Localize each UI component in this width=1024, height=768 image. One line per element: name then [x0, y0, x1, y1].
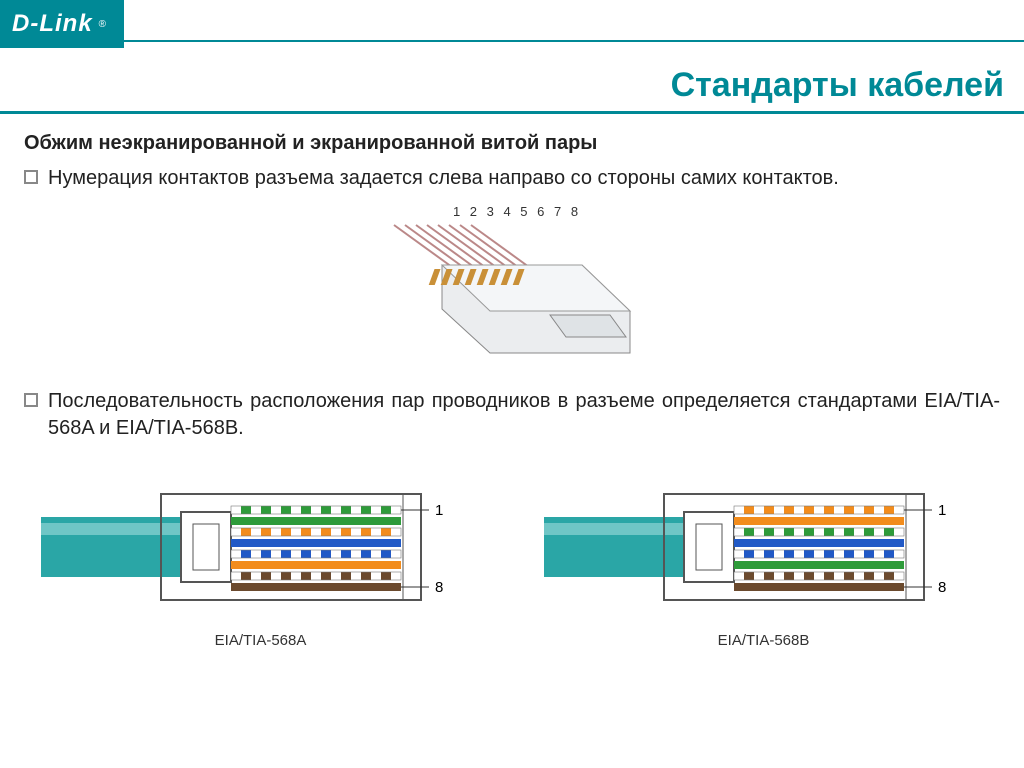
diagram-caption: EIA/TIA-568B — [544, 632, 984, 649]
svg-text:1: 1 — [938, 502, 946, 519]
subtitle: Обжим неэкранированной и экранированной … — [24, 132, 1000, 155]
topbar: D-Link ® — [0, 0, 1024, 48]
bullet-row: Последовательность расположения пар пров… — [24, 388, 1000, 442]
diagram-t568a: 1 8 EIA/TIA-568A — [41, 472, 481, 649]
bullet-row: Нумерация контактов разъема задается сле… — [24, 165, 1000, 192]
page-title: Стандарты кабелей — [0, 48, 1024, 111]
pin-labels: 1 2 3 4 5 6 7 8 — [392, 204, 642, 219]
svg-text:8: 8 — [938, 579, 946, 596]
diagram-caption: EIA/TIA-568A — [41, 632, 481, 649]
content: Обжим неэкранированной и экранированной … — [0, 132, 1024, 649]
logo: D-Link ® — [0, 0, 124, 48]
bullet-text: Нумерация контактов разъема задается сле… — [48, 165, 839, 192]
wiring-diagrams: 1 8 EIA/TIA-568A 1 8 EIA/TIA-568B — [24, 472, 1000, 649]
bullet-text: Последовательность расположения пар пров… — [48, 388, 1000, 442]
rj45-plug-icon — [382, 221, 642, 361]
logo-text: D-Link — [12, 10, 93, 38]
diagram-t568b: 1 8 EIA/TIA-568B — [544, 472, 984, 649]
logo-trademark-icon: ® — [99, 19, 106, 30]
title-underline — [0, 111, 1024, 114]
svg-text:8: 8 — [435, 579, 443, 596]
connector-figure: 1 2 3 4 5 6 7 8 — [24, 204, 1000, 366]
svg-text:1: 1 — [435, 502, 443, 519]
bullet-icon — [24, 393, 38, 407]
bullet-icon — [24, 170, 38, 184]
topbar-line — [124, 0, 1024, 48]
